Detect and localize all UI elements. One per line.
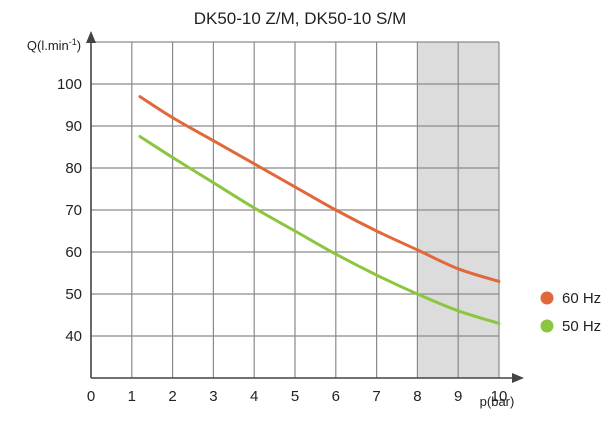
- chart-title: DK50-10 Z/M, DK50-10 S/M: [194, 9, 407, 28]
- y-axis-label: Q(l.min-1): [27, 37, 81, 53]
- y-tick-label: 70: [65, 202, 82, 219]
- y-tick-label: 40: [65, 328, 82, 345]
- x-tick-label: 7: [372, 388, 380, 405]
- x-tick-label: 4: [250, 388, 258, 405]
- x-tick-label: 6: [332, 388, 340, 405]
- x-tick-label: 9: [454, 388, 462, 405]
- series-line-50-hz: [138, 135, 501, 325]
- legend-marker: [540, 291, 554, 305]
- svg-text:Q(l.min-1): Q(l.min-1): [27, 37, 81, 53]
- legend-label: 50 Hz: [562, 318, 601, 335]
- x-axis-arrow: [512, 373, 524, 383]
- x-tick-label: 8: [413, 388, 421, 405]
- legend-marker: [540, 319, 554, 333]
- x-axis-label: p(bar): [480, 394, 515, 409]
- y-axis-arrow: [86, 31, 96, 43]
- y-tick-label: 80: [65, 160, 82, 177]
- x-tick-label: 1: [128, 388, 136, 405]
- y-tick-label: 60: [65, 244, 82, 261]
- x-tick-label: 5: [291, 388, 299, 405]
- legend-label: 60 Hz: [562, 290, 601, 307]
- y-tick-label: 100: [57, 76, 82, 93]
- y-tick-label: 90: [65, 118, 82, 135]
- x-tick-label: 0: [87, 388, 95, 405]
- y-tick-label: 50: [65, 286, 82, 303]
- x-tick-label: 2: [168, 388, 176, 405]
- x-tick-label: 10: [491, 388, 508, 405]
- series-line-60-hz: [138, 95, 501, 283]
- x-tick-label: 3: [209, 388, 217, 405]
